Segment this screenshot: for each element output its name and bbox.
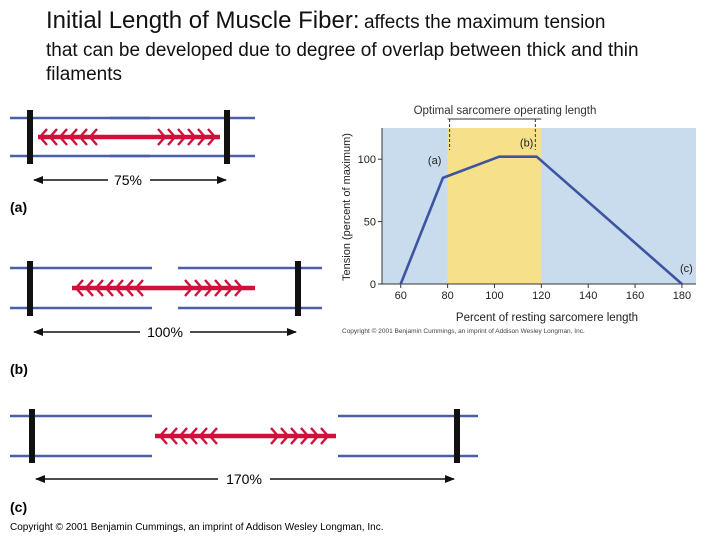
panel-label-c: (c) (10, 499, 27, 515)
x-tick-label: 180 (673, 290, 691, 302)
panel-label-a: (a) (10, 199, 27, 215)
footer-copyright: Copyright © 2001 Benjamin Cummings, an i… (10, 522, 383, 533)
y-tick-label: 50 (364, 217, 376, 229)
myosin-head (178, 427, 188, 445)
sarcomere-c: 170% (c) (10, 409, 478, 515)
length-tension-chart: Optimal sarcomere operating length 60 80 1… (341, 105, 696, 335)
chart-title: Optimal sarcomere operating length (414, 105, 597, 117)
myosin-head (310, 427, 320, 445)
myosin-head (280, 427, 290, 445)
length-label-a: 75% (114, 172, 142, 188)
myosin-head (224, 279, 234, 297)
myosin-head (114, 279, 124, 297)
myosin-head (38, 128, 48, 146)
y-tick-label: 100 (358, 154, 376, 166)
myosin-heads (158, 427, 330, 445)
length-label-c: 170% (226, 471, 262, 487)
myosin-head (234, 279, 244, 297)
myosin-head (290, 427, 300, 445)
myosin-head (88, 128, 98, 146)
x-tick-label: 80 (441, 290, 453, 302)
myosin-head (134, 279, 144, 297)
myosin-head (94, 279, 104, 297)
myosin-head (197, 128, 207, 146)
myosin-head (187, 128, 197, 146)
myosin-head (157, 128, 167, 146)
title-main: Initial Length of Muscle Fiber: (46, 7, 360, 34)
title-rest-1: affects the maximum tension (363, 12, 606, 33)
myosin-head (214, 279, 224, 297)
x-tick-label: 120 (532, 290, 550, 302)
length-label-b: 100% (147, 324, 183, 340)
title-rest-2: that can be developed due to degree of o… (46, 40, 639, 85)
length-label-bg (218, 469, 270, 489)
myosin-head (58, 128, 68, 146)
myosin-head (104, 279, 114, 297)
x-tick-label: 140 (579, 290, 597, 302)
length-label-bg (140, 322, 190, 342)
myosin-head (48, 128, 58, 146)
myosin-head (194, 279, 204, 297)
x-axis-label: Percent of resting sarcomere length (456, 312, 638, 324)
myosin-head (168, 427, 178, 445)
y-axis-label: Tension (percent of maximum) (341, 133, 353, 281)
sarcomere-a: 75% (a) (10, 110, 255, 215)
myosin-head (184, 279, 194, 297)
myosin-heads (74, 279, 244, 297)
x-tick-label: 160 (626, 290, 644, 302)
myosin-head (270, 427, 280, 445)
myosin-head (300, 427, 310, 445)
y-tick-label: 0 (370, 279, 376, 291)
myosin-head (68, 128, 78, 146)
myosin-head (188, 427, 198, 445)
chart-axes (381, 128, 696, 285)
curve-annotations: (a) (b) (c) (428, 138, 693, 275)
myosin-head (167, 128, 177, 146)
myosin-head (177, 128, 187, 146)
myosin-head (207, 128, 217, 146)
length-label-bg (108, 170, 150, 190)
myosin-head (78, 128, 88, 146)
curve-annotation: (c) (680, 263, 693, 275)
tension-curve (399, 155, 683, 285)
myosin-heads (38, 128, 217, 146)
x-tick-labels: 60 80 100 120 140 160 180 (395, 284, 691, 302)
myosin-head (158, 427, 168, 445)
chart-copyright: Copyright © 2001 Benjamin Cummings, an i… (342, 327, 585, 335)
optimal-range-band (447, 128, 542, 284)
slide-title: Initial Length of Muscle Fiber: affects … (46, 8, 706, 87)
myosin-head (74, 279, 84, 297)
y-tick-labels: 0 50 100 (358, 154, 382, 291)
myosin-head (124, 279, 134, 297)
x-tick-label: 60 (395, 290, 407, 302)
panel-label-b: (b) (10, 361, 28, 377)
myosin-head (208, 427, 218, 445)
x-tick-label: 100 (485, 290, 503, 302)
myosin-head (198, 427, 208, 445)
myosin-head (204, 279, 214, 297)
sarcomere-b: 100% (b) (10, 261, 322, 377)
curve-annotation: (a) (428, 155, 441, 167)
myosin-head (84, 279, 94, 297)
myosin-head (320, 427, 330, 445)
curve-annotation: (b) (520, 138, 533, 150)
